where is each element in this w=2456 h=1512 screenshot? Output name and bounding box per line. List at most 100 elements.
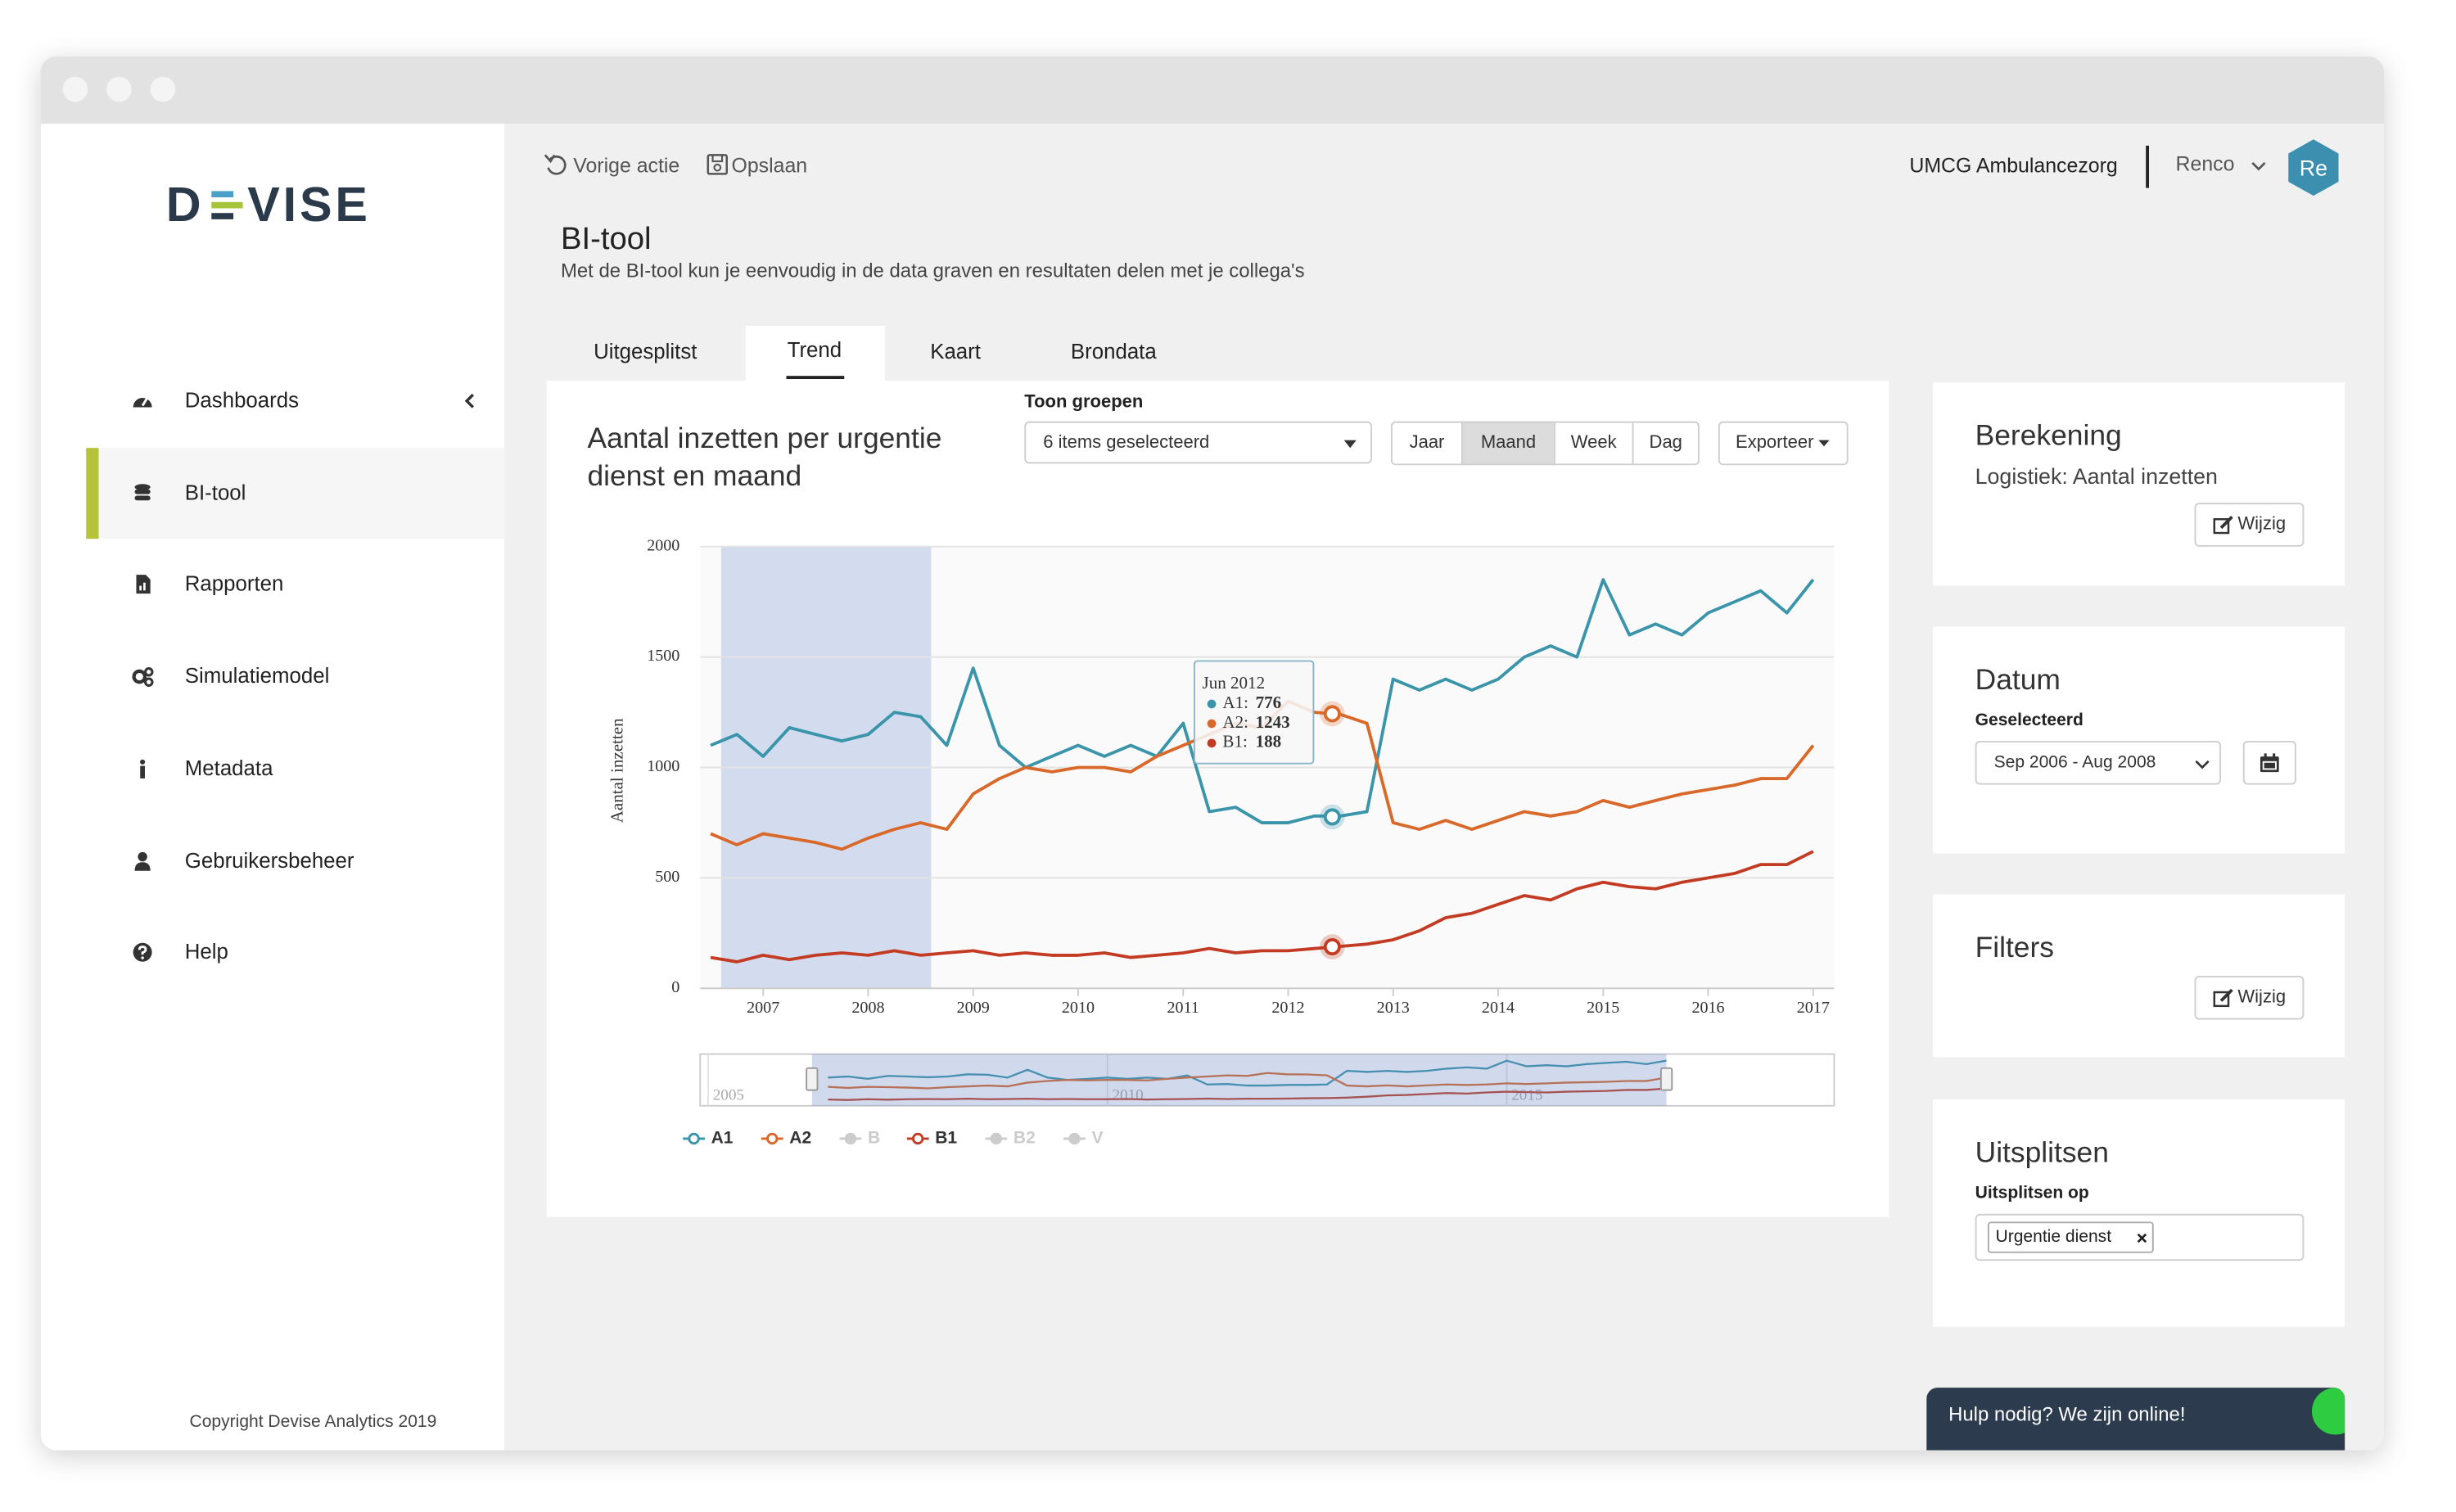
- edit-icon: [2212, 516, 2233, 535]
- avatar[interactable]: [2285, 138, 2341, 197]
- legend-item[interactable]: A2: [789, 1129, 811, 1148]
- date-panel: [1932, 626, 2345, 854]
- tooltip-marker: [1323, 808, 1341, 826]
- icon-shape: [134, 494, 151, 500]
- x-tick-label: 2007: [747, 999, 779, 1017]
- x-tick-label: 2014: [1482, 999, 1515, 1017]
- navigator-handle[interactable]: [1659, 1067, 1673, 1091]
- navigator-line: [828, 1087, 1667, 1101]
- icon-shape: [133, 397, 152, 408]
- window-dot: [62, 76, 88, 102]
- legend-item[interactable]: A1: [711, 1129, 734, 1148]
- tab[interactable]: Kaart: [930, 340, 981, 363]
- x-tick-label: 2012: [1271, 999, 1304, 1017]
- tooltip-dot: [1207, 699, 1217, 709]
- nav-label: BI-tool: [184, 480, 246, 504]
- legend-item[interactable]: B1: [935, 1129, 957, 1148]
- groups-select-value: 6 items geselecteerd: [1043, 433, 1210, 452]
- tag-remove[interactable]: [2137, 1233, 2147, 1243]
- icon-shape: [134, 489, 151, 494]
- title-bar: [40, 56, 2384, 124]
- x-tick-label: 2008: [851, 999, 884, 1017]
- panel-title: Filters: [1975, 930, 2055, 964]
- panel-title: Berekening: [1975, 417, 2122, 452]
- groups-select[interactable]: 6 items geselecteerd: [1024, 421, 1373, 464]
- calendar-button[interactable]: [2242, 740, 2296, 785]
- copyright: Copyright Devise Analytics 2019: [189, 1412, 437, 1432]
- date-value: Sep 2006 - Aug 2008: [1993, 753, 2156, 773]
- chat-widget[interactable]: Hulp nodig? We zijn online!: [1926, 1388, 2345, 1451]
- nav-item[interactable]: Dashboards: [86, 355, 504, 446]
- navigator-tick-label: 2005: [713, 1087, 744, 1104]
- split-label: Uitsplitsen op: [1975, 1184, 2089, 1203]
- calculation-panel: [1932, 381, 2345, 586]
- chart-title: Aantal inzetten per urgentie dienst en m…: [587, 421, 942, 492]
- navigator-handle[interactable]: [806, 1067, 819, 1091]
- nav-item[interactable]: Metadata: [86, 724, 504, 815]
- x-tick-label: 2017: [1797, 999, 1830, 1017]
- tooltip-dot: [1207, 719, 1217, 729]
- navigator-frame: [699, 1053, 1835, 1107]
- export-caret: [1818, 440, 1830, 447]
- legend-item[interactable]: B2: [1014, 1129, 1036, 1148]
- tab[interactable]: Uitgesplitst: [594, 340, 698, 363]
- legend-item[interactable]: V: [1092, 1129, 1104, 1148]
- y-tick-label: 0: [671, 978, 679, 996]
- date-select[interactable]: Sep 2006 - Aug 2008: [1975, 740, 2222, 785]
- split-tag[interactable]: Urgentie dienst: [1987, 1221, 2154, 1253]
- icon-shape: [138, 946, 147, 955]
- nav-label: Rapporten: [184, 572, 284, 596]
- save-button[interactable]: Opslaan: [731, 153, 808, 178]
- tooltip-label: A1:: [1222, 693, 1248, 712]
- select-caret: [1343, 440, 1357, 449]
- nav-icon: [134, 851, 151, 870]
- nav-icon: [132, 667, 154, 688]
- chat-online-indicator: [2311, 1388, 2345, 1435]
- page-title: BI-tool: [560, 222, 652, 257]
- nav-label: Metadata: [184, 756, 273, 780]
- tooltip-value: 1243: [1256, 712, 1290, 732]
- period-button[interactable]: Dag: [1632, 421, 1700, 466]
- y-tick-label: 1500: [647, 647, 679, 665]
- tab-active-bg: [745, 325, 885, 382]
- tooltip-box: [1194, 660, 1315, 765]
- legend-symbol: [766, 1132, 779, 1145]
- undo-button[interactable]: Vorige actie: [573, 153, 680, 178]
- avatar-initials: Re: [2299, 155, 2328, 181]
- legend-symbol: [990, 1132, 1003, 1145]
- edit-button[interactable]: Wijzig: [2194, 503, 2305, 547]
- icon-shape: [144, 677, 154, 688]
- export-button[interactable]: Exporteer: [1718, 421, 1849, 466]
- icon-shape: [140, 759, 146, 765]
- tab[interactable]: Brondata: [1070, 340, 1157, 363]
- edit-button[interactable]: Wijzig: [2194, 975, 2305, 1020]
- organization: UMCG Ambulancezorg: [1909, 153, 2118, 178]
- icon-shape: [140, 765, 145, 779]
- nav-collapse-icon[interactable]: [463, 393, 476, 408]
- y-tick-label: 2000: [647, 536, 679, 554]
- x-tick-label: 2010: [1062, 999, 1095, 1017]
- topbar-divider: [2146, 145, 2149, 188]
- legend-item[interactable]: B: [868, 1129, 880, 1148]
- icon-shape: [134, 483, 151, 490]
- x-tick-label: 2015: [1587, 999, 1619, 1017]
- nav-icon: [133, 943, 152, 963]
- nav-item[interactable]: BI-tool: [86, 447, 505, 539]
- nav-item[interactable]: Help: [86, 907, 504, 998]
- nav-item[interactable]: Simulatiemodel: [86, 631, 504, 722]
- nav-item[interactable]: Rapporten: [86, 539, 504, 630]
- tooltip-marker: [1323, 705, 1341, 723]
- panel-title: Uitsplitsen: [1975, 1135, 2109, 1169]
- tab-underline: [786, 376, 845, 380]
- icon-shape: [134, 861, 151, 870]
- tooltip-title: Jun 2012: [1203, 673, 1266, 693]
- user-name[interactable]: Renco: [2175, 151, 2235, 176]
- tab[interactable]: Trend: [787, 338, 842, 362]
- x-tick-label: 2016: [1691, 999, 1724, 1017]
- date-label: Geselecteerd: [1975, 711, 2084, 730]
- nav-item[interactable]: Gebruikersbeheer: [86, 815, 504, 906]
- chat-text: Hulp nodig? We zijn online!: [1948, 1403, 2186, 1426]
- logo-mark: [211, 191, 243, 219]
- edit-label: Wijzig: [2237, 988, 2287, 1008]
- undo-icon: [544, 154, 567, 175]
